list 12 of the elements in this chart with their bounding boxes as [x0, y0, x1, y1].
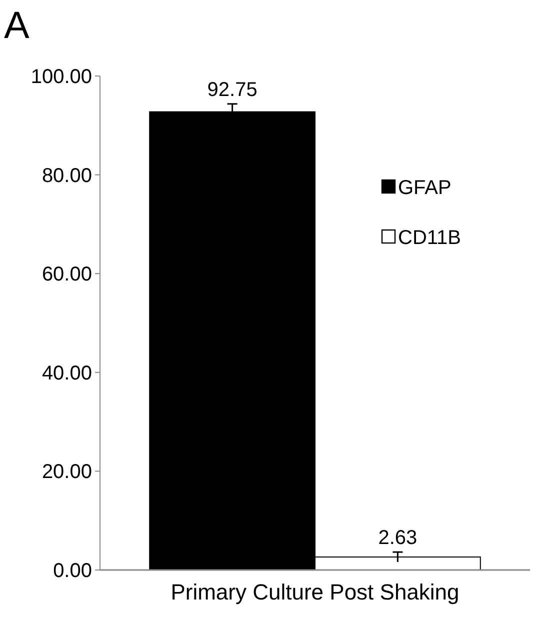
x-axis-title: Primary Culture Post Shaking	[170, 580, 460, 605]
y-tick-label: 100.00	[30, 66, 92, 88]
y-tick-label: 20.00	[42, 461, 92, 484]
legend-label: CD11B	[398, 227, 461, 249]
y-tick-label: 80.00	[42, 164, 92, 187]
y-tick-label: 60.00	[42, 264, 92, 286]
chart-title: A	[4, 5, 30, 47]
data-label: 92.75	[207, 78, 258, 101]
data-label: 2.63	[378, 527, 418, 550]
legend-label: GFAP	[398, 177, 452, 199]
y-tick-label: 40.00	[42, 362, 92, 384]
y-tick-label: 0.00	[53, 560, 92, 582]
